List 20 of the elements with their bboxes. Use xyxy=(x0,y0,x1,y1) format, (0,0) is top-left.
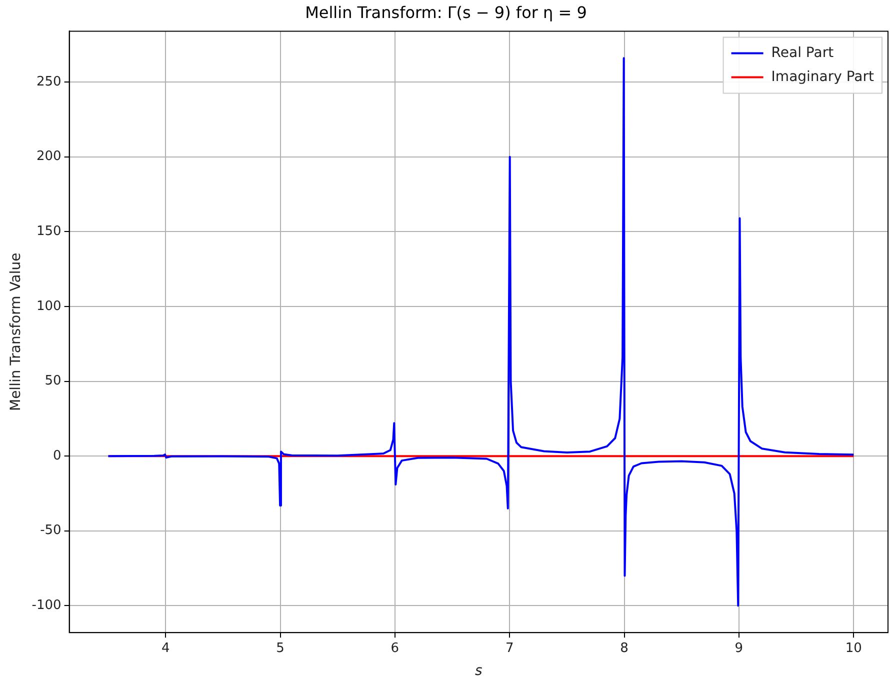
x-tick-label: 10 xyxy=(845,640,862,656)
chart-title: Mellin Transform: Γ(s − 9) for η = 9 xyxy=(305,2,587,22)
x-tick-label: 4 xyxy=(161,640,170,656)
x-tick-label: 7 xyxy=(505,640,514,656)
y-tick-label: -50 xyxy=(40,523,62,538)
legend-label: Real Part xyxy=(771,44,834,61)
y-tick-label: 50 xyxy=(44,374,62,389)
y-tick-label: 0 xyxy=(53,448,62,464)
y-axis-title: Mellin Transform Value xyxy=(8,252,24,412)
x-tick-label: 9 xyxy=(734,640,744,656)
y-tick-label: -100 xyxy=(32,598,62,614)
y-tick-label: 200 xyxy=(36,149,62,164)
x-tick-label: 5 xyxy=(276,640,284,656)
y-tick-label: 250 xyxy=(36,74,62,90)
y-tick-label: 150 xyxy=(36,224,62,240)
legend-label: Imaginary Part xyxy=(771,68,875,85)
x-tick-label: 8 xyxy=(620,640,628,656)
x-axis-title: s xyxy=(475,663,482,680)
y-tick-label: 100 xyxy=(36,298,62,314)
x-tick-label: 6 xyxy=(390,640,400,656)
